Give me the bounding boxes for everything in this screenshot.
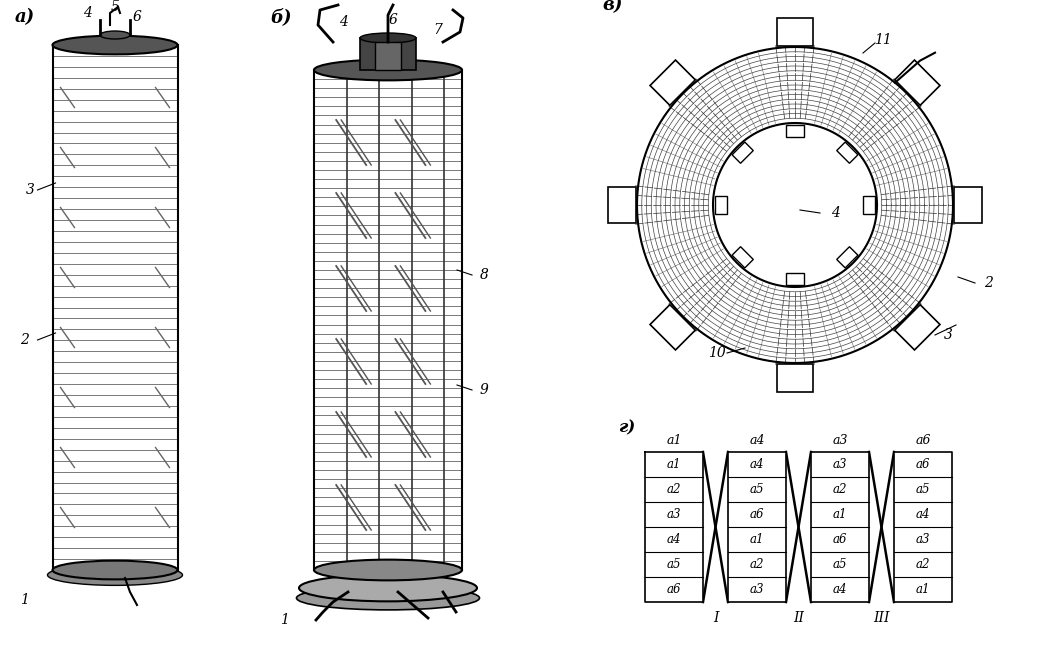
Text: a5: a5 [667,558,681,571]
Text: I: I [713,611,718,625]
Text: a1: a1 [667,458,681,471]
Bar [895,452,952,602]
Bar [733,247,753,268]
Text: 9: 9 [480,383,488,397]
Text: 7: 7 [434,23,442,37]
Text: a2: a2 [749,558,764,571]
Bar [786,273,804,285]
Text: 4: 4 [339,15,347,29]
Text: 1: 1 [280,613,288,627]
Text: б): б) [270,8,292,26]
Text: a5: a5 [749,483,764,496]
Bar [811,452,869,602]
Bar [608,187,636,223]
Text: a6: a6 [915,458,930,471]
Text: 2: 2 [983,276,993,290]
Text: a5: a5 [833,558,847,571]
Bar [314,70,462,570]
Bar [715,196,727,214]
Text: a5: a5 [915,483,930,496]
Bar [52,45,178,570]
Text: a1: a1 [915,583,930,596]
Bar [837,247,858,268]
Bar [837,142,858,163]
Text: a2: a2 [667,483,681,496]
Text: 3: 3 [944,328,952,342]
Ellipse shape [299,575,477,601]
Text: a3: a3 [749,583,764,596]
Text: a6: a6 [749,508,764,521]
Bar [375,42,401,70]
Bar [863,196,875,214]
Text: III: III [874,611,889,625]
Text: в): в) [602,0,623,14]
Ellipse shape [314,59,462,80]
Text: a2: a2 [833,483,847,496]
Text: a4: a4 [833,583,847,596]
Text: a3: a3 [667,508,681,521]
Bar [777,364,813,392]
Bar [645,452,703,602]
Text: 3: 3 [26,183,34,197]
Text: a3: a3 [915,533,930,546]
Bar [786,125,804,137]
Text: a6: a6 [915,434,931,447]
Text: a4: a4 [915,508,930,521]
Text: a1: a1 [833,508,847,521]
Text: 2: 2 [20,333,29,347]
Text: a4: a4 [749,458,764,471]
Bar [650,60,695,105]
Text: a6: a6 [667,583,681,596]
Text: a4: a4 [749,434,765,447]
Circle shape [714,124,876,286]
Bar [895,305,939,350]
Ellipse shape [314,560,462,581]
Ellipse shape [52,36,178,54]
Text: 8: 8 [480,268,488,282]
Text: 4: 4 [831,206,839,220]
Text: a2: a2 [915,558,930,571]
Ellipse shape [100,31,130,39]
Text: 5: 5 [111,0,119,14]
Bar [359,38,416,70]
Bar [650,305,695,350]
Bar [728,452,786,602]
Text: a4: a4 [667,533,681,546]
Text: a1: a1 [667,434,681,447]
Text: г): г) [618,419,635,436]
Ellipse shape [52,561,178,579]
Text: 11: 11 [874,33,891,47]
Text: a3: a3 [832,434,847,447]
Ellipse shape [297,586,480,610]
Text: a6: a6 [833,533,847,546]
Text: 10: 10 [709,346,726,360]
Bar [777,18,813,46]
Text: 6: 6 [389,13,397,27]
Text: II: II [793,611,804,625]
Text: a1: a1 [749,533,764,546]
Ellipse shape [47,565,183,585]
Bar [895,60,939,105]
Bar [954,187,982,223]
Text: 6: 6 [133,10,141,24]
Text: a3: a3 [833,458,847,471]
Text: а): а) [15,8,36,26]
Text: 1: 1 [20,593,29,607]
Text: 4: 4 [83,6,92,20]
Ellipse shape [359,33,416,43]
Bar [733,142,753,163]
